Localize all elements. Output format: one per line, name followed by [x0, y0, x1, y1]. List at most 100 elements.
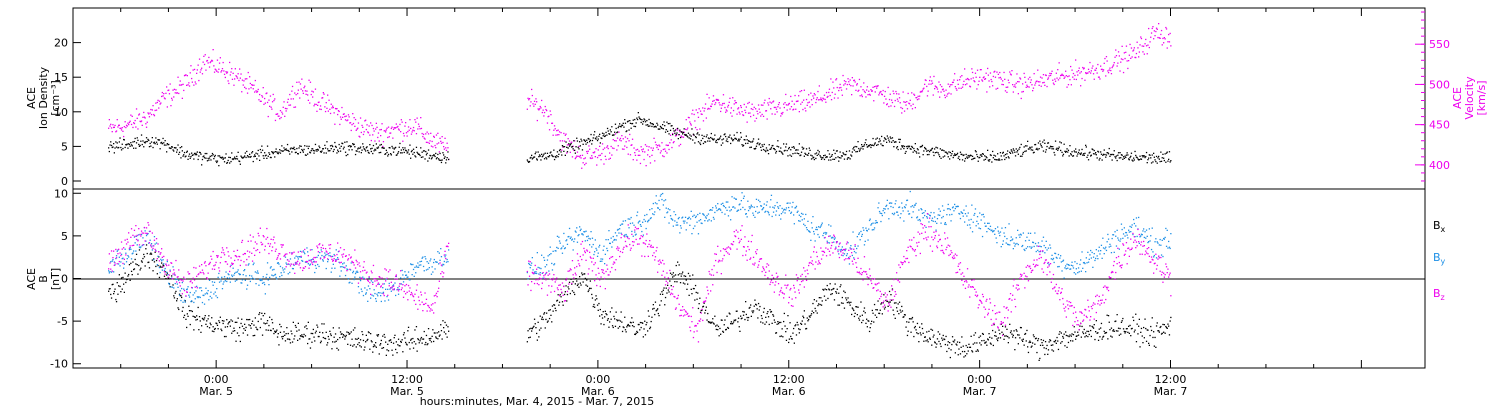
data-point — [550, 247, 551, 248]
data-point — [598, 246, 599, 247]
data-point — [745, 143, 746, 144]
data-point — [890, 294, 891, 295]
data-point — [145, 248, 146, 249]
data-point — [950, 93, 951, 94]
data-point — [951, 344, 952, 345]
data-point — [1005, 326, 1006, 327]
data-point — [720, 136, 721, 137]
data-point — [208, 160, 209, 161]
data-point — [860, 316, 861, 317]
data-point — [1163, 158, 1164, 159]
data-point — [218, 155, 219, 156]
data-point — [422, 152, 423, 153]
data-point — [612, 241, 613, 242]
data-point — [188, 306, 189, 307]
data-point — [1134, 330, 1135, 331]
data-point — [1076, 151, 1077, 152]
data-point — [1026, 330, 1027, 331]
data-point — [548, 116, 549, 117]
data-point — [1091, 336, 1092, 337]
data-point — [912, 108, 913, 109]
data-point — [1088, 159, 1089, 160]
data-point — [150, 240, 151, 241]
data-point — [1132, 160, 1133, 161]
data-point — [267, 320, 268, 321]
data-point — [978, 84, 979, 85]
data-point — [557, 236, 558, 237]
data-point — [903, 145, 904, 146]
data-point — [668, 145, 669, 146]
data-point — [183, 90, 184, 91]
data-point — [1097, 157, 1098, 158]
data-point — [356, 339, 357, 340]
data-point — [613, 327, 614, 328]
data-point — [845, 154, 846, 155]
data-point — [549, 318, 550, 319]
data-point — [1013, 91, 1014, 92]
data-point — [417, 351, 418, 352]
data-point — [649, 125, 650, 126]
data-point — [338, 151, 339, 152]
data-point — [1051, 148, 1052, 149]
data-point — [349, 116, 350, 117]
data-point — [341, 119, 342, 120]
data-point — [162, 138, 163, 139]
data-point — [1077, 153, 1078, 154]
data-point — [206, 153, 207, 154]
data-point — [423, 338, 424, 339]
data-point — [190, 324, 191, 325]
data-point — [587, 286, 588, 287]
data-point — [1004, 79, 1005, 80]
data-point — [374, 140, 375, 141]
data-point — [662, 193, 663, 194]
data-point — [141, 134, 142, 135]
data-point — [820, 157, 821, 158]
data-point — [782, 112, 783, 113]
data-point — [204, 304, 205, 305]
data-point — [1041, 339, 1042, 340]
data-point — [381, 129, 382, 130]
data-point — [750, 141, 751, 142]
data-point — [573, 241, 574, 242]
data-point — [370, 298, 371, 299]
data-point — [1109, 148, 1110, 149]
data-point — [222, 157, 223, 158]
data-point — [346, 116, 347, 117]
data-point — [275, 120, 276, 121]
data-point — [396, 352, 397, 353]
data-point — [217, 60, 218, 61]
data-point — [634, 119, 635, 120]
data-point — [1001, 332, 1002, 333]
data-point — [993, 345, 994, 346]
data-point — [1149, 155, 1150, 156]
data-point — [1157, 163, 1158, 164]
data-point — [427, 132, 428, 133]
data-point — [1128, 326, 1129, 327]
data-point — [679, 264, 680, 265]
data-point — [127, 279, 128, 280]
data-point — [151, 243, 152, 244]
data-point — [171, 98, 172, 99]
data-point — [117, 142, 118, 143]
data-point — [678, 274, 679, 275]
data-point — [817, 155, 818, 156]
data-point — [383, 141, 384, 142]
data-point — [962, 351, 963, 352]
data-point — [1164, 324, 1165, 325]
data-point — [669, 280, 670, 281]
data-point — [664, 217, 665, 218]
data-point — [633, 326, 634, 327]
data-point — [257, 91, 258, 92]
data-point — [616, 239, 617, 240]
data-point — [640, 163, 641, 164]
data-point — [141, 120, 142, 121]
data-point — [303, 336, 304, 337]
data-point — [580, 145, 581, 146]
data-point — [244, 155, 245, 156]
data-point — [997, 340, 998, 341]
data-point — [165, 93, 166, 94]
data-point — [937, 338, 938, 339]
data-point — [1159, 159, 1160, 160]
data-point — [1035, 82, 1036, 83]
data-point — [530, 267, 531, 268]
